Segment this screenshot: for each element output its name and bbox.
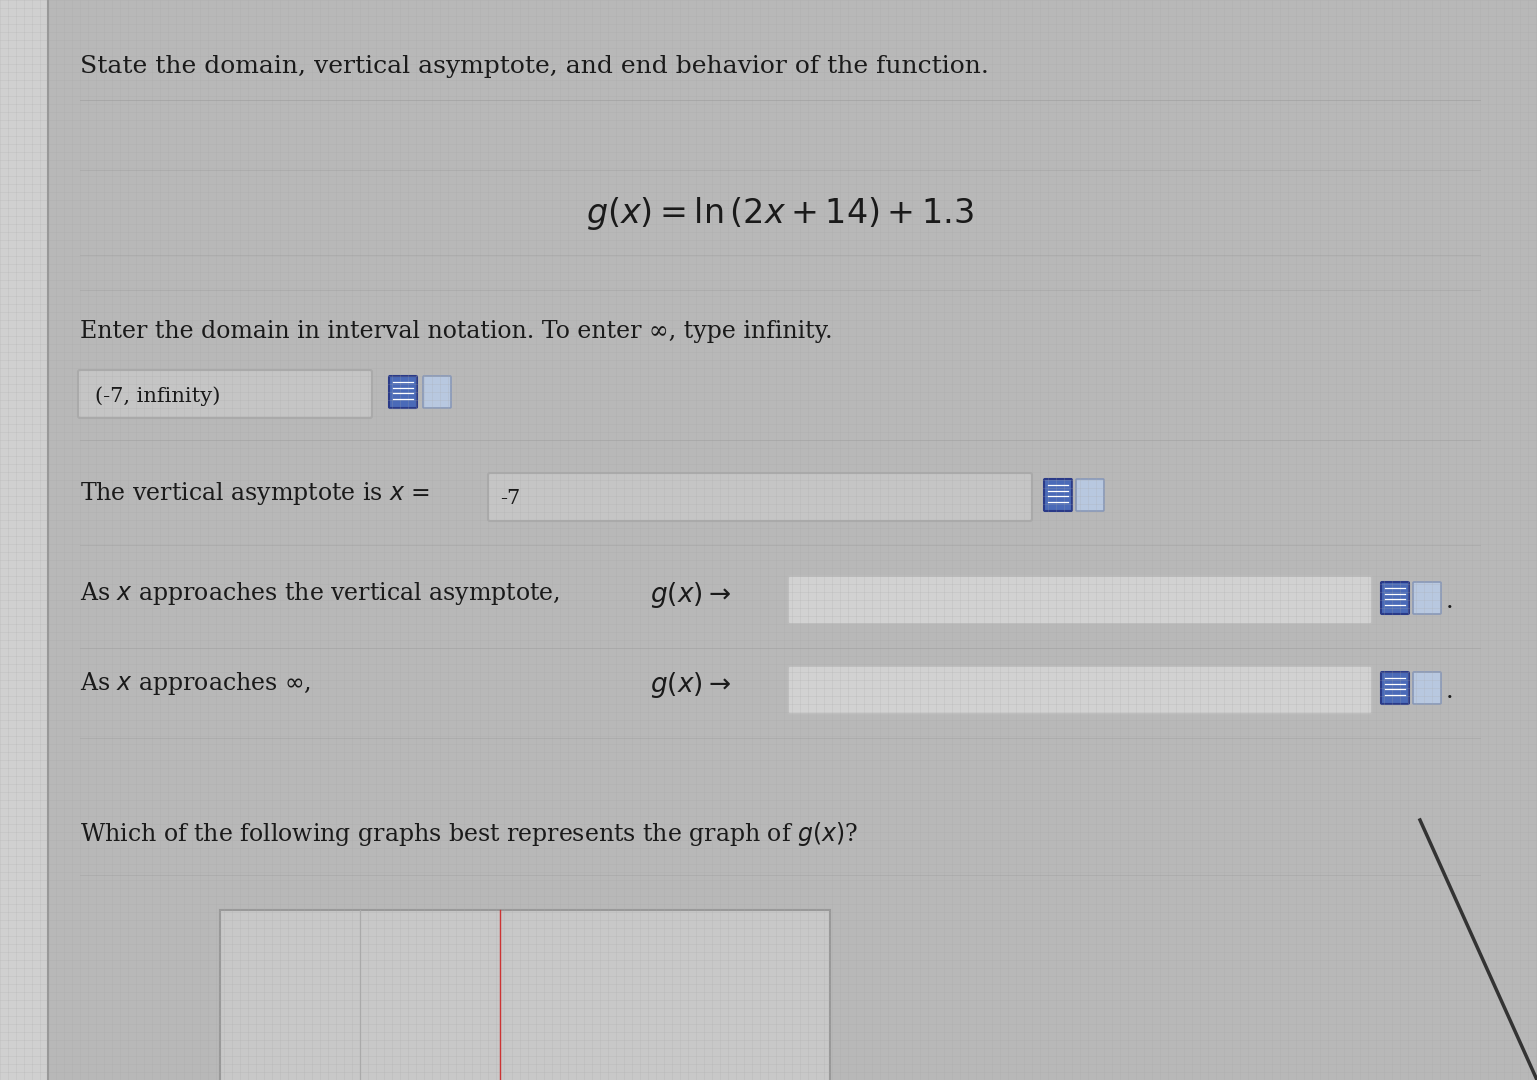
FancyBboxPatch shape bbox=[1413, 582, 1442, 615]
FancyBboxPatch shape bbox=[78, 370, 372, 418]
FancyBboxPatch shape bbox=[389, 376, 417, 408]
FancyBboxPatch shape bbox=[423, 376, 450, 408]
FancyBboxPatch shape bbox=[1413, 672, 1442, 704]
Text: As $x$ approaches $\infty$,: As $x$ approaches $\infty$, bbox=[80, 670, 310, 697]
Text: .: . bbox=[1446, 680, 1454, 703]
FancyBboxPatch shape bbox=[1382, 582, 1409, 615]
Bar bbox=[220, 910, 830, 1080]
Text: Which of the following graphs best represents the graph of $g(x)$?: Which of the following graphs best repre… bbox=[80, 820, 858, 848]
FancyBboxPatch shape bbox=[788, 576, 1373, 624]
Text: -7: -7 bbox=[500, 489, 520, 509]
Text: The vertical asymptote is $x$ =: The vertical asymptote is $x$ = bbox=[80, 480, 430, 507]
Text: $g(x) = \mathrm{ln}\,(2x + 14) + 1.3$: $g(x) = \mathrm{ln}\,(2x + 14) + 1.3$ bbox=[586, 195, 974, 232]
Text: $g(x) \rightarrow$: $g(x) \rightarrow$ bbox=[650, 580, 732, 610]
Text: State the domain, vertical asymptote, and end behavior of the function.: State the domain, vertical asymptote, an… bbox=[80, 55, 988, 78]
FancyBboxPatch shape bbox=[1044, 480, 1071, 511]
FancyBboxPatch shape bbox=[1076, 480, 1104, 511]
Text: Enter the domain in interval notation. To enter ∞, type infinity.: Enter the domain in interval notation. T… bbox=[80, 320, 833, 343]
FancyBboxPatch shape bbox=[1382, 672, 1409, 704]
Text: $g(x) \rightarrow$: $g(x) \rightarrow$ bbox=[650, 670, 732, 700]
Text: .: . bbox=[1446, 591, 1454, 613]
FancyBboxPatch shape bbox=[788, 666, 1373, 714]
Bar bbox=[0, 0, 48, 1080]
Text: (-7, infinity): (-7, infinity) bbox=[95, 387, 220, 406]
FancyBboxPatch shape bbox=[489, 473, 1031, 521]
Text: As $x$ approaches the vertical asymptote,: As $x$ approaches the vertical asymptote… bbox=[80, 580, 559, 607]
